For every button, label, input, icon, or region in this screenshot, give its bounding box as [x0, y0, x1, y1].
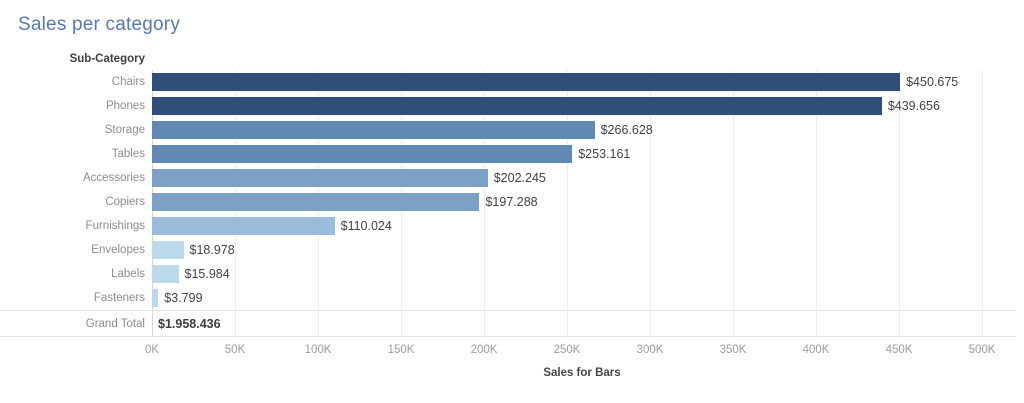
chart-title: Sales per category — [18, 14, 181, 35]
row-label[interactable]: Copiers — [105, 196, 145, 208]
row-header: Sub-Category — [69, 53, 145, 65]
bar-row: Fasteners $3.799 — [0, 286, 1016, 310]
axis-tick: 0K — [144, 344, 160, 356]
bar-area: $439.656 — [152, 94, 1016, 118]
row-label[interactable]: Accessories — [83, 172, 145, 184]
bar-row: Tables $253.161 — [0, 142, 1016, 166]
bar-area: $3.799 — [152, 286, 1016, 310]
bar[interactable] — [152, 73, 901, 91]
bar-area: $253.161 — [152, 142, 1016, 166]
bar-area: $18.978 — [152, 238, 1016, 262]
row-label[interactable]: Tables — [111, 148, 145, 160]
bar-area: $450.675 — [152, 70, 1016, 94]
bar-row: Envelopes $18.978 — [0, 238, 1016, 262]
axis-tick: 150K — [387, 344, 415, 356]
row-label[interactable]: Phones — [105, 100, 145, 112]
axis-tick: 250K — [553, 344, 581, 356]
value-label: $18.978 — [189, 243, 235, 257]
row-label[interactable]: Furnishings — [85, 220, 145, 232]
gridline — [484, 70, 485, 337]
bar[interactable] — [152, 169, 488, 187]
value-label: $110.024 — [340, 219, 392, 233]
bar-area: $197.288 — [152, 190, 1016, 214]
bar-row: Accessories $202.245 — [0, 166, 1016, 190]
grand-total-value: $1.958.436 — [158, 316, 221, 331]
bar-rows: Chairs $450.675 Phones $439.656 Storage $266.… — [0, 70, 1016, 310]
value-label: $439.656 — [887, 99, 940, 113]
grand-total-row: Grand Total $1.958.436 — [0, 310, 1016, 337]
axis-tick: 500K — [968, 344, 996, 356]
bar[interactable] — [152, 145, 573, 163]
bar-row: Storage $266.628 — [0, 118, 1016, 142]
bar-area: $110.024 — [152, 214, 1016, 238]
axis-tick: 350K — [719, 344, 747, 356]
axis-ticks: 0K 50K 100K 150K 200K 250K 300K 350K 400K 450K 500… — [145, 337, 1012, 361]
bar[interactable] — [152, 241, 184, 259]
bar-row: Labels $15.984 — [0, 262, 1016, 286]
gridline — [650, 70, 651, 337]
bar[interactable] — [152, 289, 159, 307]
bar-area: $266.628 — [152, 118, 1016, 142]
plot-area: Chairs $450.675 Phones $439.656 Storage $266.… — [0, 70, 1016, 379]
row-label[interactable]: Fasteners — [93, 292, 145, 304]
gridline — [733, 70, 734, 337]
value-label: $202.245 — [493, 171, 546, 185]
axis-title: Sales for Bars — [543, 367, 621, 379]
axis-tick: 450K — [885, 344, 913, 356]
axis-tick: 200K — [470, 344, 498, 356]
bar-row: Phones $439.656 — [0, 94, 1016, 118]
grand-total-label: Grand Total — [85, 317, 145, 330]
value-label: $450.675 — [906, 75, 959, 89]
value-label: $197.288 — [485, 195, 538, 209]
gridline — [899, 70, 900, 337]
bar[interactable] — [152, 193, 480, 211]
axis-tick: 300K — [636, 344, 664, 356]
bar[interactable] — [152, 265, 179, 283]
gridline — [567, 70, 568, 337]
bar-area: $15.984 — [152, 262, 1016, 286]
bar[interactable] — [152, 121, 595, 139]
gridline — [982, 70, 983, 337]
value-label: $253.161 — [578, 147, 631, 161]
row-label[interactable]: Storage — [104, 124, 145, 136]
axis-tick: 50K — [224, 344, 246, 356]
bar[interactable] — [152, 97, 882, 115]
row-label[interactable]: Envelopes — [91, 244, 145, 256]
row-label[interactable]: Chairs — [111, 76, 145, 88]
value-label: $266.628 — [600, 123, 653, 137]
bar-row: Furnishings $110.024 — [0, 214, 1016, 238]
value-label: $3.799 — [164, 291, 203, 305]
axis-tick: 100K — [304, 344, 332, 356]
bar-row: Copiers $197.288 — [0, 190, 1016, 214]
value-label: $15.984 — [184, 267, 230, 281]
row-label[interactable]: Labels — [111, 268, 145, 280]
bar-row: Chairs $450.675 — [0, 70, 1016, 94]
gridline — [816, 70, 817, 337]
axis-tick: 400K — [802, 344, 830, 356]
bar[interactable] — [152, 217, 335, 235]
bar-chart: Sub-Category Chairs $450.675 Phones $439.65… — [0, 52, 1016, 379]
bar-area: $202.245 — [152, 166, 1016, 190]
